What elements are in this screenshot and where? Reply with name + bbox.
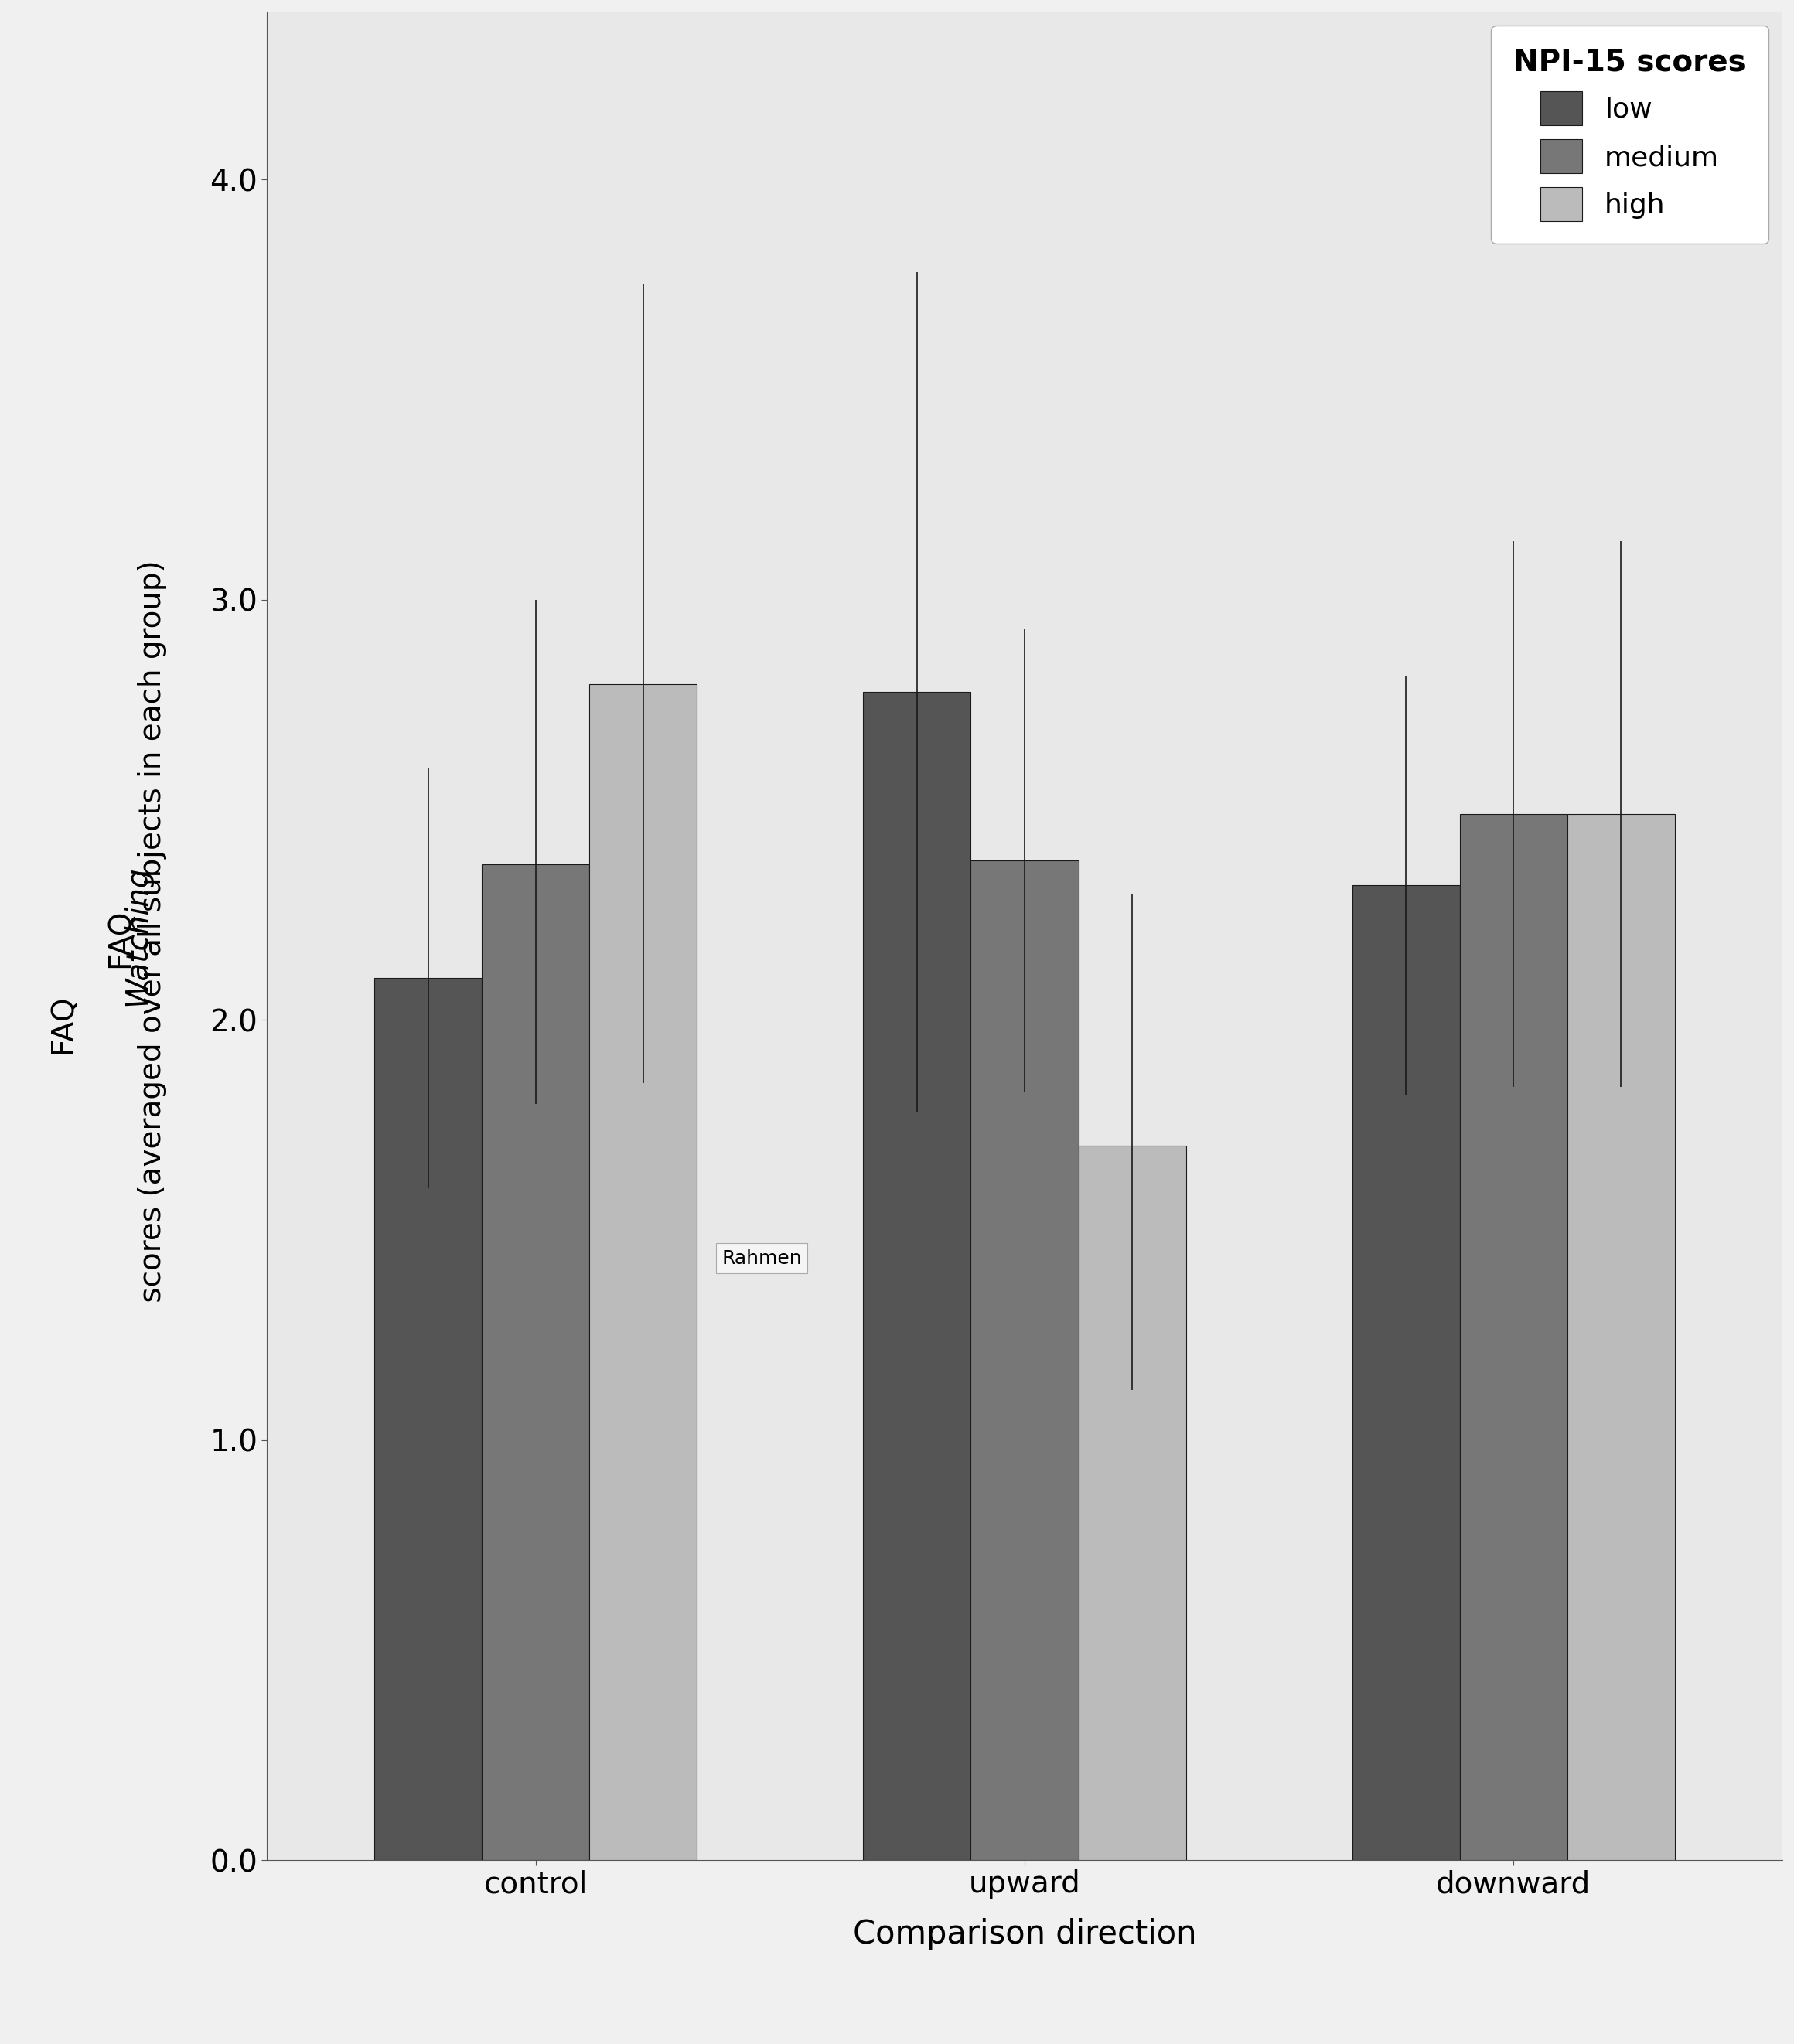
Bar <box>1460 814 1568 1860</box>
Bar <box>375 977 483 1860</box>
Text: scores (averaged over all subjects in each group): scores (averaged over all subjects in ea… <box>138 560 167 1312</box>
Bar <box>971 861 1078 1860</box>
Bar <box>1568 814 1676 1860</box>
Bar <box>863 693 971 1860</box>
Bar <box>1353 885 1460 1860</box>
Text: Rahmen: Rahmen <box>721 1249 802 1267</box>
Bar <box>1078 1147 1186 1860</box>
Bar <box>590 685 698 1860</box>
Legend: low, medium, high: low, medium, high <box>1491 27 1769 243</box>
Text: Watching: Watching <box>122 867 152 1006</box>
Text: FAQ: FAQ <box>109 901 138 971</box>
X-axis label: Comparison direction: Comparison direction <box>852 1917 1197 1950</box>
Text: FAQ: FAQ <box>52 987 81 1057</box>
Bar <box>483 865 590 1860</box>
